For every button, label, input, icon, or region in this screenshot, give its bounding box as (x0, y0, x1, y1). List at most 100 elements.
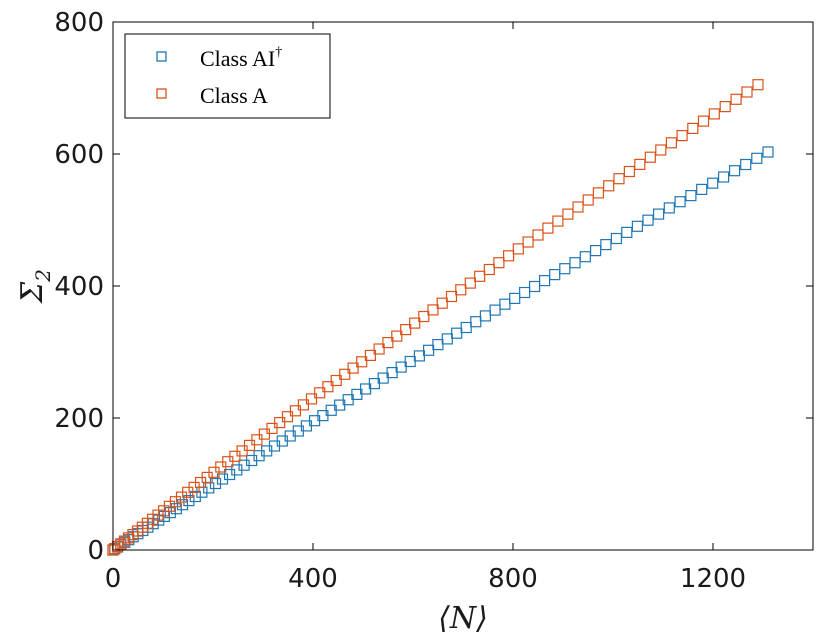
data-point-class-ai (538, 275, 551, 287)
data-point-class-a (634, 158, 646, 170)
legend-marker-class-ai (156, 51, 167, 62)
legend-entry-class-ai-main: Class AI (200, 46, 275, 71)
data-point-class-a (281, 411, 294, 423)
y-tick-label: 200 (54, 404, 104, 434)
data-markers (107, 79, 774, 556)
data-point-class-ai (579, 251, 591, 263)
data-point-class-a (552, 215, 564, 227)
data-point-class-ai (176, 499, 189, 511)
data-point-class-a (503, 250, 515, 262)
data-point-class-a (373, 343, 385, 355)
data-point-class-a (455, 284, 467, 296)
data-point-class-ai (610, 232, 623, 245)
svg-text:Σ2: Σ2 (15, 269, 55, 304)
data-point-class-a (603, 180, 615, 192)
data-point-class-ai (441, 333, 453, 345)
data-point-class-a (522, 236, 534, 248)
y-tick-label: 400 (54, 272, 104, 302)
data-point-class-ai (460, 321, 472, 334)
data-point-class-a (289, 405, 301, 417)
data-point-class-a (512, 243, 524, 255)
data-point-class-a (243, 439, 256, 451)
y-axis-label: Σ2 (15, 269, 55, 304)
data-point-class-a (719, 100, 731, 113)
x-tick-label: 800 (488, 564, 538, 594)
data-point-class-ai (652, 208, 665, 220)
data-point-class-a (305, 393, 318, 405)
data-point-class-ai (717, 171, 730, 183)
data-point-class-ai (559, 263, 571, 275)
x-tick-label: 1200 (680, 564, 746, 594)
data-point-class-a (483, 263, 495, 276)
data-point-class-ai (621, 226, 633, 238)
data-point-class-ai (528, 280, 541, 293)
data-point-class-ai (499, 298, 511, 310)
data-point-class-a (613, 173, 625, 185)
data-point-class-a (474, 270, 486, 282)
data-point-class-ai (395, 361, 407, 373)
y-tick-label: 0 (87, 536, 104, 566)
data-point-class-a (391, 330, 403, 342)
data-point-class-a (339, 368, 351, 380)
data-point-class-a (436, 297, 448, 309)
data-point-class-a (400, 324, 412, 336)
y-axis-label-subscript: 2 (31, 269, 55, 283)
data-point-class-a (676, 130, 688, 142)
data-point-class-a (122, 532, 135, 544)
data-point-class-a (297, 399, 309, 411)
data-point-class-ai (470, 316, 482, 328)
data-point-class-ai (518, 286, 531, 299)
data-point-class-a (152, 509, 164, 521)
data-point-class-ai (663, 202, 675, 214)
data-point-class-a (445, 290, 458, 303)
data-point-class-ai (423, 344, 435, 356)
data-point-class-a (562, 208, 574, 220)
data-point-class-a (115, 538, 127, 550)
data-point-class-ai (404, 355, 416, 368)
data-point-class-a (708, 108, 720, 120)
data-point-class-a (409, 317, 421, 329)
data-point-class-a (314, 387, 326, 399)
data-point-class-ai (631, 220, 644, 232)
legend-entry-class-a: Class A (200, 83, 268, 108)
y-axis-label-main: Σ (15, 281, 50, 304)
x-axis-label: ⟨N⟩ (438, 601, 488, 636)
data-point-class-a (687, 122, 699, 135)
data-point-class-a (655, 144, 667, 156)
data-point-class-a (532, 229, 544, 241)
data-point-class-ai (549, 269, 561, 281)
data-point-class-a (347, 362, 359, 374)
data-point-class-ai (432, 339, 444, 351)
data-point-class-ai (451, 327, 463, 339)
data-point-class-ai (762, 146, 774, 158)
data-point-class-a (697, 115, 710, 127)
data-point-class-a (464, 277, 476, 289)
legend-box (124, 33, 331, 119)
data-point-class-a (418, 310, 430, 323)
data-point-class-ai (413, 350, 425, 362)
data-point-class-a (644, 151, 656, 163)
data-point-class-ai (728, 165, 741, 177)
data-point-class-ai (685, 190, 697, 202)
data-point-class-a (741, 86, 753, 98)
data-point-class-ai (751, 152, 763, 164)
data-point-class-a (382, 337, 394, 349)
data-point-class-a (572, 201, 584, 213)
data-point-class-ai (707, 177, 719, 189)
data-point-class-a (364, 349, 376, 361)
legend-entry-class-ai-sup: † (275, 45, 282, 60)
data-point-class-a (493, 257, 505, 269)
data-point-class-a (665, 137, 678, 149)
data-point-class-a (623, 165, 636, 178)
y-axis-ticks: 0 200 400 600 800 (54, 8, 813, 566)
data-point-class-ai (164, 507, 176, 519)
data-point-class-a (542, 222, 554, 234)
data-point-class-a (330, 374, 342, 387)
data-point-class-a (274, 417, 286, 429)
data-point-class-a (258, 428, 270, 440)
data-point-class-a (730, 93, 742, 105)
data-point-class-ai (183, 495, 195, 507)
y-tick-label: 800 (54, 8, 104, 38)
data-point-class-ai (479, 310, 491, 322)
